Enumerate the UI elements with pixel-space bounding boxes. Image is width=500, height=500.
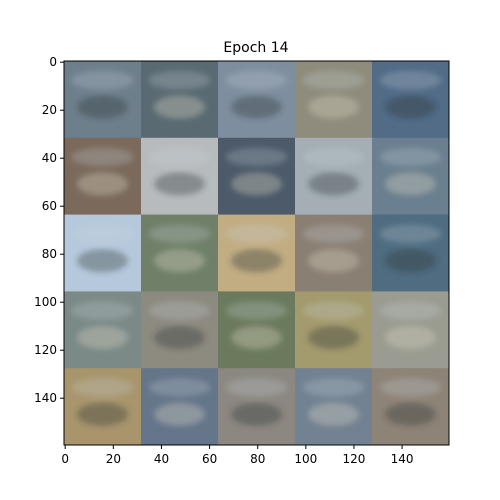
sample-blur <box>385 249 436 273</box>
figure-title: Epoch 14 <box>223 40 288 56</box>
sample-blur <box>231 402 282 426</box>
sample-blur <box>385 172 436 196</box>
y-tick-label: 0 <box>49 55 57 69</box>
sample-blur <box>385 325 436 350</box>
x-tick-label: 40 <box>154 452 169 466</box>
sample-blur <box>231 325 282 350</box>
sample-highlight <box>148 147 211 167</box>
sample-blur <box>154 95 205 119</box>
sample-blur <box>77 325 128 350</box>
sample-blur <box>154 402 205 426</box>
sample-highlight <box>379 70 442 90</box>
sample-highlight <box>225 378 288 397</box>
sample-highlight <box>71 70 134 90</box>
y-tick-label: 40 <box>42 151 57 165</box>
x-tick-label: 140 <box>391 452 414 466</box>
y-tick-label: 140 <box>34 391 57 405</box>
sample-highlight <box>71 224 134 244</box>
sample-blur <box>231 172 282 196</box>
sample-highlight <box>225 70 288 90</box>
axes-frame <box>63 60 450 446</box>
sample-highlight <box>148 301 211 320</box>
sample-highlight <box>379 224 442 244</box>
sample-highlight <box>379 147 442 167</box>
sample-blur <box>308 325 359 350</box>
sample-blur <box>308 172 359 196</box>
sample-blur <box>77 249 128 273</box>
y-tick-label: 120 <box>34 343 57 357</box>
sample-highlight <box>379 378 442 397</box>
sample-blur <box>231 95 282 119</box>
sample-blur <box>308 249 359 273</box>
sample-blur <box>308 95 359 119</box>
sample-highlight <box>225 147 288 167</box>
sample-highlight <box>302 224 365 244</box>
x-tick-label: 100 <box>294 452 317 466</box>
sample-highlight <box>302 147 365 167</box>
sample-highlight <box>225 301 288 320</box>
x-tick-label: 80 <box>250 452 265 466</box>
sample-blur <box>154 172 205 196</box>
sample-highlight <box>148 378 211 397</box>
generated-samples-image <box>64 61 449 445</box>
sample-highlight <box>71 147 134 167</box>
sample-blur <box>154 325 205 350</box>
sample-highlight <box>148 224 211 244</box>
y-tick-label: 60 <box>42 199 57 213</box>
x-tick-label: 60 <box>202 452 217 466</box>
sample-blur <box>231 249 282 273</box>
sample-blur <box>77 172 128 196</box>
sample-blur <box>385 95 436 119</box>
sample-blur <box>385 402 436 426</box>
y-axis: 0 20 40 60 80 100 120 140 <box>34 55 64 405</box>
sample-blur <box>77 402 128 426</box>
sample-highlight <box>302 301 365 320</box>
y-tick-label: 20 <box>42 103 57 117</box>
x-tick-label: 120 <box>343 452 366 466</box>
sample-highlight <box>302 70 365 90</box>
y-tick-label: 100 <box>34 295 57 309</box>
sample-highlight <box>302 378 365 397</box>
x-axis: 0 20 40 60 80 100 120 140 <box>61 445 414 466</box>
sample-highlight <box>225 224 288 244</box>
sample-highlight <box>71 378 134 397</box>
sample-blur <box>308 402 359 426</box>
y-tick-label: 80 <box>42 247 57 261</box>
sample-highlight <box>148 70 211 90</box>
sample-blur <box>154 249 205 273</box>
sample-highlight <box>71 301 134 320</box>
sample-blur <box>77 95 128 119</box>
sample-highlight <box>379 301 442 320</box>
x-tick-label: 20 <box>106 452 121 466</box>
x-tick-label: 0 <box>61 452 69 466</box>
